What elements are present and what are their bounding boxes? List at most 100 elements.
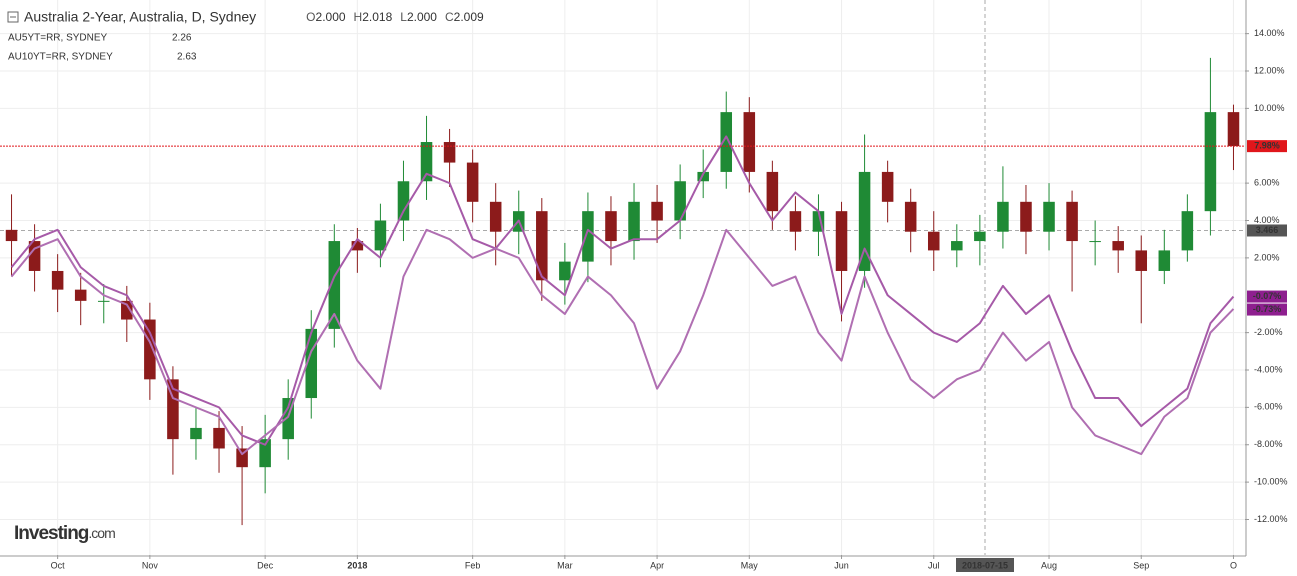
- candle-body: [1135, 250, 1148, 271]
- candle-body: [374, 220, 387, 251]
- y-tick-label: -2.00%: [1254, 327, 1283, 337]
- candle-body: [1112, 241, 1124, 251]
- candle-body: [951, 241, 963, 251]
- candle-body: [651, 201, 663, 221]
- candle-body: [121, 300, 133, 320]
- quote-value: 2.009: [454, 10, 484, 24]
- candle-body: [259, 439, 271, 468]
- candle-body: [1158, 250, 1171, 271]
- candle-body: [997, 201, 1009, 232]
- candle-body: [397, 181, 410, 221]
- chart-title: Australia 2-Year, Australia, D, Sydney: [24, 9, 256, 25]
- candle-body: [28, 241, 41, 271]
- candle-body: [1181, 211, 1194, 251]
- overlay: Australia 2-Year, Australia, D, Sydney O…: [7, 9, 484, 544]
- candle-body: [443, 142, 456, 163]
- candle-body: [720, 112, 733, 172]
- y-tick-label: -8.00%: [1254, 439, 1283, 449]
- legend-entry: AU10YT=RR, SYDNEY: [8, 52, 113, 63]
- candle-body: [974, 231, 986, 242]
- candle-body: [213, 427, 225, 449]
- quote-value: 2.018: [362, 10, 392, 24]
- candle-body: [1089, 241, 1101, 243]
- quote: O2.000 H2.018 L2.000 C2.009: [306, 10, 484, 24]
- x-tick-label: Jul: [928, 560, 940, 570]
- candle-body: [674, 181, 686, 221]
- crosshair-x-box: [956, 558, 1014, 572]
- candle-body: [282, 398, 294, 440]
- x-tick-label: Oct: [51, 560, 66, 570]
- candle-body: [536, 211, 548, 281]
- y-tick-label: 2.00%: [1254, 252, 1280, 262]
- y-tick-label: -12.00%: [1254, 514, 1288, 524]
- candle-body: [697, 171, 709, 182]
- candle-body: [5, 229, 18, 242]
- candle-body: [51, 270, 64, 290]
- crosshair-y-label-box: [1247, 224, 1287, 237]
- candle-body: [927, 231, 940, 251]
- y-tick-label: 6.00%: [1254, 178, 1280, 188]
- x-tick-label: May: [741, 560, 759, 570]
- candle-body: [835, 211, 848, 271]
- series-line: [10, 135, 1235, 446]
- candle-body: [881, 171, 894, 202]
- y-tick-label: -10.00%: [1254, 476, 1288, 486]
- x-tick-label: Mar: [557, 560, 573, 570]
- logo-name: Investing: [14, 523, 89, 544]
- candle-body: [489, 201, 502, 232]
- crosshair-x-label: 2018-07-15: [962, 560, 1008, 570]
- candle-body: [74, 289, 87, 301]
- candle-body: [559, 261, 571, 281]
- series-last-label: -0.73%: [1253, 304, 1282, 314]
- logo-suffix: .com: [88, 525, 115, 541]
- x-tick-label: Nov: [142, 560, 159, 570]
- x-tick-label: Aug: [1041, 560, 1057, 570]
- x-tick-label: Feb: [465, 560, 481, 570]
- candle-body: [904, 201, 917, 232]
- quote-value: 2.000: [316, 10, 346, 24]
- legend-value: 2.63: [177, 52, 197, 63]
- y-tick-label: 10.00%: [1254, 103, 1285, 113]
- candle-body: [144, 319, 156, 380]
- candle-body: [789, 211, 802, 232]
- quote-key: H: [354, 10, 363, 24]
- price-label-box: [1247, 140, 1287, 153]
- collapse-icon[interactable]: [7, 11, 19, 23]
- quote-value: 2.000: [407, 10, 437, 24]
- logo: Investing.com: [14, 523, 115, 544]
- crosshair-y-label: 3.466: [1256, 225, 1279, 235]
- x-tick-label: O: [1230, 560, 1237, 570]
- series-last-label: -0.07%: [1253, 291, 1282, 301]
- candle-body: [466, 162, 479, 202]
- x-tick-label: 2018: [347, 560, 367, 570]
- candle-body: [236, 448, 248, 468]
- candle-body: [1227, 112, 1240, 147]
- candle-body: [1043, 201, 1055, 232]
- y-tick-label: -4.00%: [1254, 364, 1283, 374]
- candle-body: [351, 241, 364, 251]
- quote-key: C: [445, 10, 454, 24]
- candle-body: [190, 427, 202, 440]
- candle-body: [582, 211, 594, 262]
- series-last-label-box: [1247, 290, 1287, 303]
- legend-entry: AU5YT=RR, SYDNEY: [8, 33, 108, 44]
- candle-body: [1204, 112, 1217, 212]
- x-tick-label: Jun: [834, 560, 849, 570]
- x-tick-label: Apr: [650, 560, 664, 570]
- candle-body: [305, 328, 318, 399]
- y-tick-label: -6.00%: [1254, 402, 1283, 412]
- y-tick-label: 14.00%: [1254, 28, 1285, 38]
- candle-body: [328, 241, 341, 329]
- candle-body: [743, 112, 756, 172]
- series-last-label-box: [1247, 303, 1287, 316]
- candle-body: [1020, 201, 1032, 232]
- candle-body: [1066, 201, 1078, 242]
- candle-body: [812, 211, 825, 232]
- candle-body: [766, 171, 779, 212]
- y-tick-label: 4.00%: [1254, 215, 1280, 225]
- quote-key: O: [306, 10, 315, 24]
- x-tick-label: Dec: [257, 560, 274, 570]
- candle-body: [97, 300, 110, 302]
